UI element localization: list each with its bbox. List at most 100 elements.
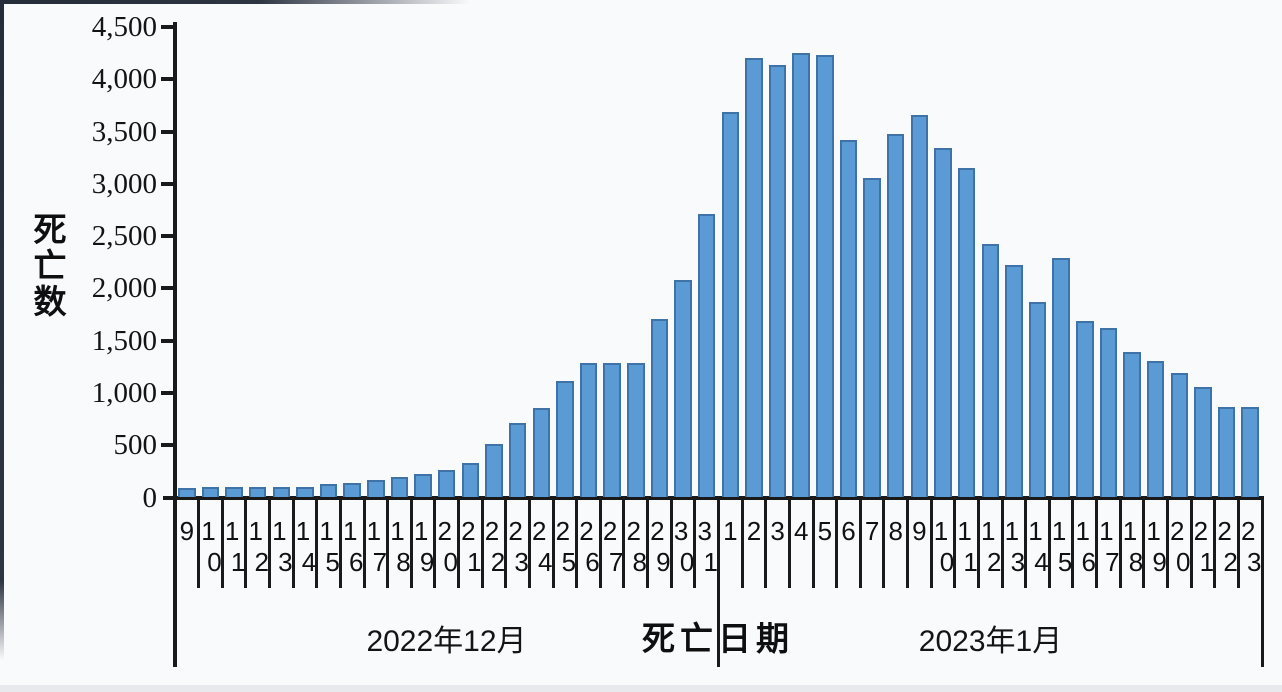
month-divider-line bbox=[717, 496, 720, 667]
date-label-9: 9 bbox=[179, 516, 195, 546]
month-label-2023-01: 2023年1月 bbox=[918, 625, 1063, 658]
date-separator-line bbox=[858, 496, 862, 588]
bar-20 bbox=[438, 469, 456, 498]
date-separator-line bbox=[409, 496, 413, 588]
bar-19 bbox=[414, 474, 432, 498]
y-tick-mark bbox=[161, 443, 175, 448]
date-separator-line bbox=[457, 496, 461, 588]
date-separator-line bbox=[953, 496, 957, 588]
bar-8 bbox=[886, 133, 905, 498]
y-tick-label: 4,000 bbox=[91, 63, 157, 96]
date-separator-line bbox=[551, 496, 555, 588]
y-tick-label: 3,500 bbox=[91, 115, 157, 148]
bar-12 bbox=[248, 486, 267, 498]
y-tick-label: 1,500 bbox=[91, 324, 157, 357]
y-tick-mark bbox=[161, 77, 175, 82]
date-separator-line bbox=[1071, 496, 1075, 588]
date-label-2: 2 bbox=[746, 516, 762, 546]
month-divider-line bbox=[1260, 496, 1264, 667]
bar-12 bbox=[981, 244, 999, 498]
y-tick-mark bbox=[161, 25, 175, 29]
bar-29 bbox=[650, 319, 669, 498]
date-label-8: 8 bbox=[888, 516, 903, 546]
bar-23 bbox=[508, 422, 527, 498]
bar-14 bbox=[296, 486, 314, 498]
date-separator-line bbox=[906, 496, 910, 588]
y-tick-mark bbox=[161, 181, 175, 186]
bar-15 bbox=[319, 484, 338, 498]
date-separator-line bbox=[1236, 496, 1240, 588]
y-tick-mark bbox=[161, 338, 175, 343]
bar-26 bbox=[579, 363, 598, 498]
bar-16 bbox=[1076, 320, 1094, 498]
bar-28 bbox=[627, 362, 645, 498]
date-separator-line bbox=[622, 496, 626, 588]
y-tick-mark bbox=[161, 286, 175, 291]
y-axis-line bbox=[173, 22, 177, 667]
y-tick-mark bbox=[161, 234, 175, 239]
y-tick-label: 1,000 bbox=[91, 376, 157, 409]
y-tick-label: 0 bbox=[142, 481, 158, 514]
date-separator-line bbox=[575, 496, 579, 588]
date-separator-line bbox=[882, 496, 886, 588]
bar-11 bbox=[225, 486, 243, 498]
date-separator-line bbox=[1165, 496, 1169, 588]
month-label-2022-12: 2022年12月 bbox=[366, 625, 527, 658]
bar-17 bbox=[367, 480, 385, 498]
date-separator-line bbox=[1213, 496, 1217, 588]
date-label-3: 3 bbox=[770, 516, 785, 546]
bar-3 bbox=[768, 64, 787, 498]
date-separator-line bbox=[1024, 496, 1028, 588]
bar-11 bbox=[957, 167, 976, 498]
bar-21 bbox=[461, 462, 480, 498]
bar-21 bbox=[1194, 386, 1212, 498]
date-separator-line bbox=[976, 496, 980, 588]
bar-17 bbox=[1099, 327, 1118, 498]
date-separator-line bbox=[362, 496, 366, 588]
bar-4 bbox=[792, 52, 810, 498]
bar-20 bbox=[1170, 372, 1189, 498]
date-separator-line bbox=[811, 496, 815, 588]
photo-edge-bottom bbox=[0, 685, 1282, 692]
bar-15 bbox=[1052, 258, 1070, 498]
bar-31 bbox=[697, 214, 716, 498]
bar-13 bbox=[272, 487, 291, 498]
date-separator-line bbox=[693, 496, 697, 588]
y-tick-label: 500 bbox=[113, 429, 158, 462]
bar-19 bbox=[1146, 360, 1165, 498]
photo-edge-left bbox=[0, 0, 4, 660]
bar-25 bbox=[556, 381, 574, 498]
y-axis-title: 死亡数 bbox=[28, 212, 64, 320]
date-label-9: 9 bbox=[912, 516, 927, 546]
bar-9 bbox=[910, 114, 929, 498]
date-separator-line bbox=[1142, 496, 1146, 588]
date-separator-line bbox=[480, 496, 484, 588]
date-separator-line bbox=[244, 496, 248, 588]
